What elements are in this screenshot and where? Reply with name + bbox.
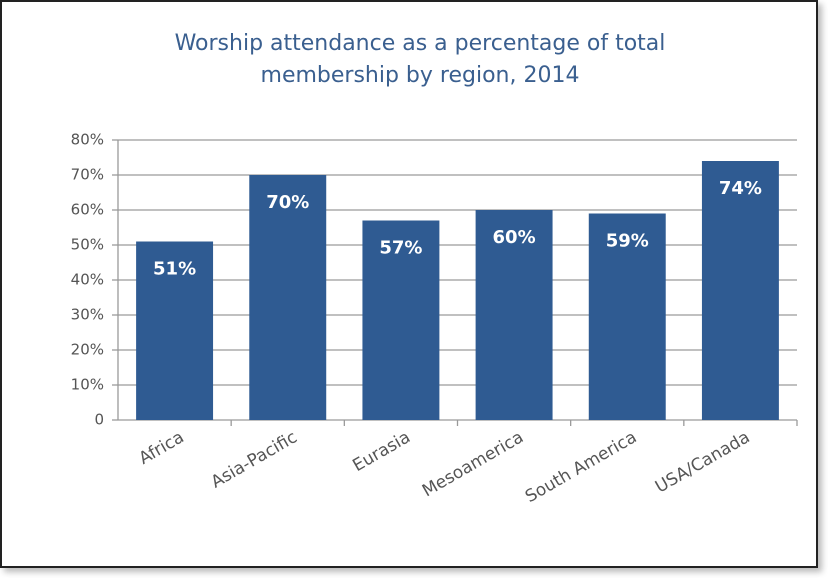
x-tick-label: South America: [522, 427, 640, 507]
y-tick-label: 20%: [71, 341, 104, 359]
x-tick-label: Eurasia: [349, 427, 413, 476]
value-label: 70%: [266, 192, 309, 213]
value-label: 60%: [493, 227, 536, 248]
value-label: 57%: [379, 238, 422, 259]
bar: [475, 210, 553, 420]
y-tick-label: 50%: [71, 236, 104, 254]
y-tick-label: 40%: [71, 271, 104, 289]
y-tick-label: 80%: [71, 131, 104, 149]
bar: [136, 241, 214, 420]
x-tick-label: Mesoamerica: [419, 427, 527, 501]
bar: [249, 175, 327, 420]
y-tick-label: 0: [94, 411, 104, 429]
bar: [362, 220, 440, 420]
chart-title: Worship attendance as a percentage of to…: [174, 31, 666, 88]
bar: [588, 213, 666, 420]
bar: [701, 161, 779, 420]
x-tick-label: Africa: [136, 427, 188, 469]
y-tick-label: 30%: [71, 306, 104, 324]
y-tick-label: 60%: [71, 201, 104, 219]
y-tick-label: 10%: [71, 376, 104, 394]
value-label: 74%: [719, 178, 762, 199]
value-label: 59%: [606, 231, 649, 252]
x-tick-label: USA/Canada: [652, 427, 753, 497]
value-label: 51%: [153, 259, 196, 280]
y-tick-label: 70%: [71, 166, 104, 184]
x-tick-label: Asia-Pacific: [208, 427, 301, 492]
